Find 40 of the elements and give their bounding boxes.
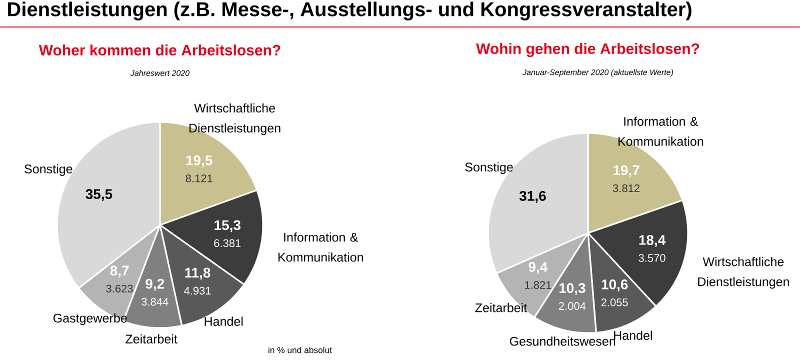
slice-label: Gastgewerbe (53, 313, 127, 326)
text: 6.381 (214, 239, 241, 248)
data-label: 10,3 (559, 283, 586, 296)
text: 2.004 (558, 302, 586, 310)
data-label: 19,5 (186, 155, 212, 168)
slice-label: Information & Kommunikation (618, 116, 704, 146)
chart-title: Woher kommen die Arbeitslosen? (38, 44, 280, 56)
data-label: 18,4 (639, 235, 666, 247)
text: 8.121 (186, 174, 212, 182)
slice-label: Gesundheitswesen (510, 336, 616, 346)
text: 3.844 (142, 298, 168, 306)
chart-subtitle: Januar-September 2020 (aktuellste Werte) (522, 69, 673, 77)
text: 2.055 (601, 298, 628, 306)
text: 4.931 (184, 286, 211, 295)
chart-subtitle: Jahreswert 2020 (130, 70, 190, 76)
data-label: 15,3 (214, 220, 240, 232)
slice-label: Wirtschaftliche Dienstleistungen (698, 256, 789, 289)
slice-label: Handel (204, 316, 243, 326)
text: 3.623 (106, 284, 133, 292)
data-label: 31,6 (519, 190, 546, 203)
slice-label: Sonstige (465, 162, 513, 174)
chart-title: Wohin gehen die Arbeitslosen? (476, 42, 700, 58)
slice-label: Zeitarbeit (126, 334, 178, 344)
data-label: 9,4 (528, 262, 548, 274)
data-label: 19,7 (614, 165, 640, 178)
text: 1.821 (525, 281, 552, 289)
slice-label: Handel (614, 330, 652, 340)
slice-label: Information & Kommunikation (278, 232, 363, 262)
data-label: 10,6 (602, 279, 628, 292)
text: in % und absolut (268, 346, 332, 354)
slice-label: Zeitarbeit (475, 303, 527, 312)
text: Dienstleistungen (z.B. Messe-, Ausstellungs- und Kongressveranstalter) (8, 2, 692, 20)
slice-label: Wirtschaftliche Dienstleistungen (189, 103, 280, 136)
data-label: 35,5 (86, 189, 112, 202)
text: 3.570 (638, 254, 666, 262)
data-label: 8,7 (110, 266, 129, 278)
text: 3.812 (612, 184, 640, 192)
data-label: 9,2 (146, 278, 164, 291)
data-label: 11,8 (185, 268, 210, 280)
slice-label: Sonstige (24, 164, 72, 176)
